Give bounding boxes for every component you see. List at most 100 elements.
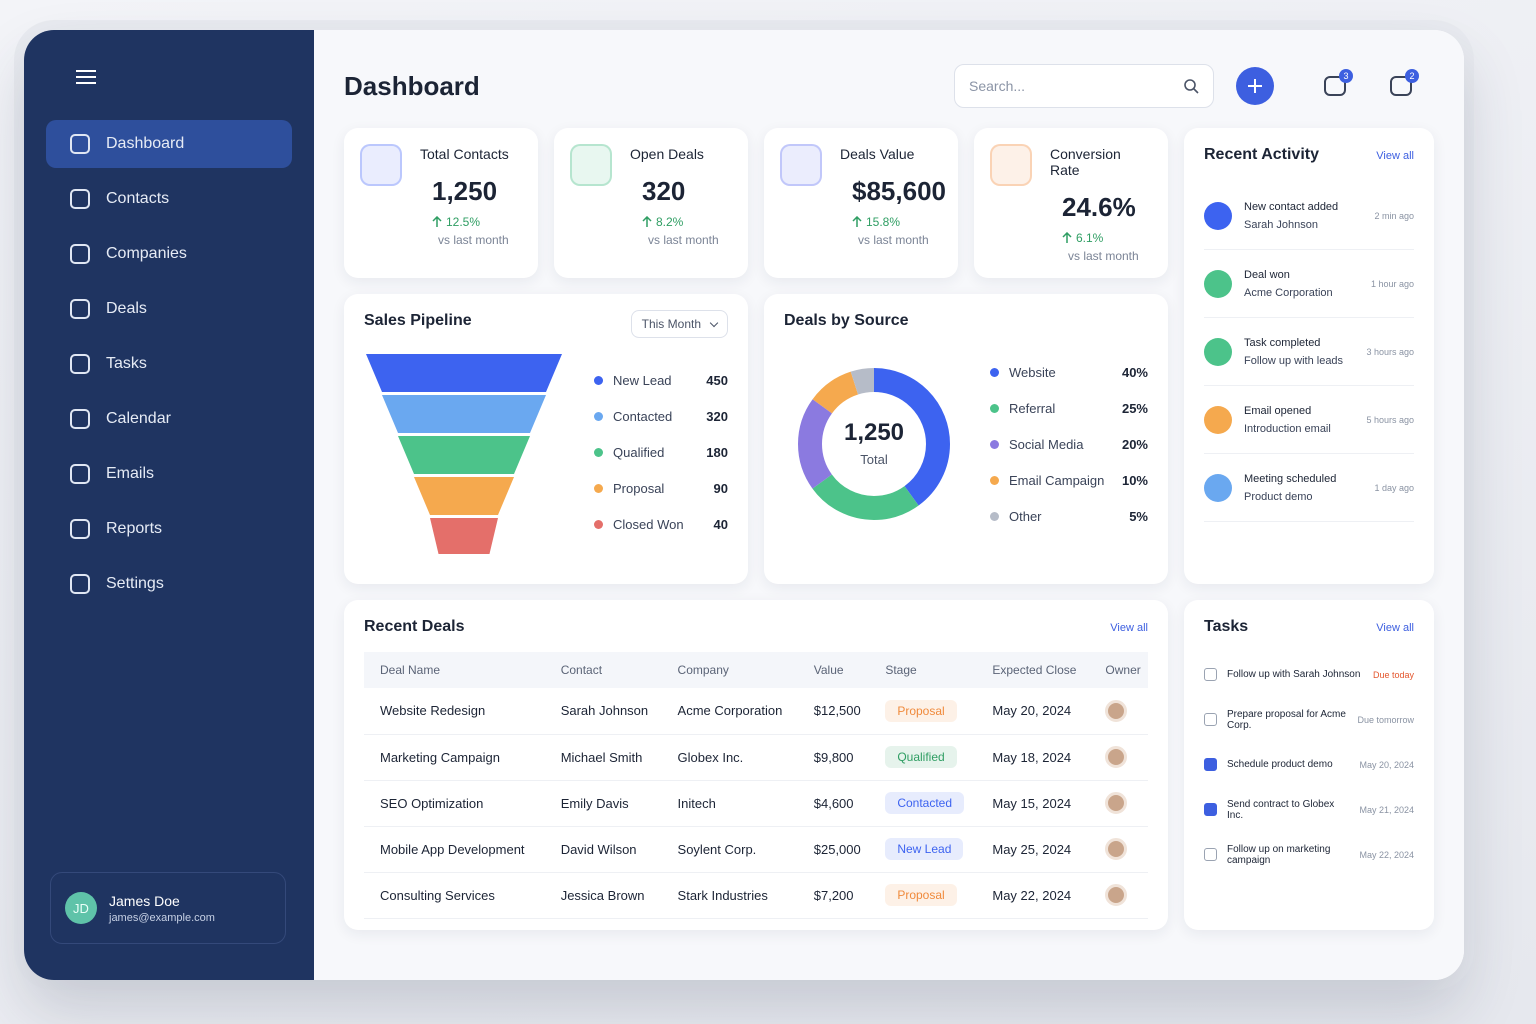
arrow <box>1062 232 1072 243</box>
nav-item[interactable]: Calendar <box>46 395 292 443</box>
change-value: 15.8% <box>866 215 901 229</box>
deal-name: SEO Optimization <box>364 780 545 827</box>
deal-row[interactable]: Website Redesign Sarah Johnson Acme Corpor… <box>364 688 1148 735</box>
nav-item[interactable]: Reports <box>46 505 292 553</box>
search-box[interactable]: Search... <box>954 64 1214 108</box>
nav-label: Calendar <box>106 410 171 427</box>
stage-pill: Qualified <box>885 746 957 768</box>
legend-row: Email Campaign 10% <box>990 462 1148 498</box>
activity-title: Deal won <box>1244 268 1290 281</box>
arrow <box>852 216 862 227</box>
task-checkbox[interactable] <box>1204 713 1217 726</box>
nav-label: Settings <box>106 575 164 592</box>
stat-icon <box>360 144 402 186</box>
activity-icon <box>1204 337 1232 366</box>
stat-title: Conversion Rate <box>1050 146 1121 178</box>
donut-segment <box>798 368 950 520</box>
deal-row[interactable]: Consulting Services Jessica Brown Stark In… <box>364 872 1148 919</box>
funnel <box>366 354 562 554</box>
content-grid: Total Contacts 1,250 12.5% vs last month Ope… <box>344 128 1434 930</box>
nav-item[interactable]: Settings <box>46 560 292 608</box>
stat-icon <box>990 144 1032 186</box>
column-header: Deal Name <box>364 652 545 688</box>
column-header: Value <box>797 652 870 688</box>
activity-detail: Sarah Johnson <box>1244 218 1318 231</box>
legend-dot <box>594 411 603 421</box>
activity-icon <box>1204 269 1232 298</box>
deal-row[interactable]: SEO Optimization Emily Davis Initech $4,600… <box>364 780 1148 827</box>
nav-icon <box>70 134 90 154</box>
deal-company: Stark Industries <box>661 872 798 919</box>
stat-change: 12.5% <box>432 215 518 229</box>
nav-item[interactable]: Deals <box>46 285 292 333</box>
badge: 2 <box>1405 69 1419 83</box>
task-checkbox[interactable] <box>1204 803 1217 816</box>
nav-item[interactable]: Tasks <box>46 340 292 388</box>
page-title: Dashboard <box>344 70 480 101</box>
user-card[interactable]: JD James Doe james@example.com <box>50 872 286 944</box>
task-due: Due tomorrow <box>1357 714 1414 725</box>
user-avatar: JD <box>65 892 97 924</box>
period-filter[interactable]: This Month <box>630 310 728 338</box>
funnel-segment <box>430 518 498 554</box>
stat-title: Deals Value <box>840 146 915 162</box>
menu-button[interactable] <box>76 70 96 84</box>
legend-row: Referral 25% <box>990 390 1148 426</box>
stage-count: 180 <box>706 444 728 460</box>
stat-card: Conversion Rate 24.6% 6.1% vs last month <box>974 128 1168 278</box>
view-all[interactable]: View all <box>1376 150 1414 162</box>
deal-close: May 18, 2024 <box>976 734 1090 781</box>
nav-item[interactable]: Emails <box>46 450 292 498</box>
stage-count: 450 <box>706 372 728 388</box>
activity-text: New contact added Sarah Johnson <box>1244 201 1362 231</box>
deal-row[interactable]: Marketing Campaign Michael Smith Globex In… <box>364 734 1148 781</box>
badge: 3 <box>1339 69 1353 83</box>
task-checkbox[interactable] <box>1204 758 1217 771</box>
nav-item[interactable]: Dashboard <box>46 120 292 168</box>
view-all[interactable]: View all <box>1376 622 1414 634</box>
donut-total-label: Total <box>860 452 888 467</box>
arrow <box>642 216 652 227</box>
deal-row[interactable]: Mobile App Development David Wilson Soylen… <box>364 826 1148 873</box>
task-item: Schedule product demo May 20, 2024 <box>1204 742 1414 787</box>
pipeline-body: New Lead 450 Contacted 320 Qualified 180 Propo… <box>364 354 728 554</box>
nav-item[interactable]: Companies <box>46 230 292 278</box>
stage-pill: Proposal <box>885 884 957 906</box>
nav-icon <box>70 189 90 209</box>
task-item: Follow up with Sarah Johnson Due today <box>1204 652 1414 697</box>
deal-name: Website Redesign <box>364 688 545 735</box>
donut-chart: 1,250 Total <box>798 368 950 520</box>
deal-value: $9,800 <box>797 734 870 781</box>
task-checkbox[interactable] <box>1204 668 1217 681</box>
deal-name: Mobile App Development <box>364 826 545 873</box>
source-legend: Website 40% Referral 25% Social Media 20% Emai… <box>990 354 1148 534</box>
up-arrow <box>642 216 652 227</box>
sidebar: Dashboard Contacts Companies Deals Tasks Cale… <box>24 30 314 980</box>
legend-dot <box>990 367 999 377</box>
view-all[interactable]: View all <box>1110 622 1148 634</box>
owner-avatar <box>1105 838 1128 860</box>
stat-value: 24.6% <box>1062 192 1136 222</box>
deal-close: May 15, 2024 <box>976 780 1090 827</box>
notifications-button[interactable]: 3 <box>1324 69 1353 96</box>
legend-row: Qualified 180 <box>594 434 728 470</box>
legend-dot <box>594 447 603 457</box>
stage-name: Contacted <box>613 408 673 424</box>
owner-avatar <box>1105 792 1128 814</box>
up-arrow <box>852 216 862 227</box>
column-header: Contact <box>544 652 662 688</box>
owner-avatar <box>1105 699 1128 722</box>
main: Dashboard Search... 3 2 Total Contacts 1,… <box>314 30 1464 980</box>
funnel-segment <box>398 436 530 474</box>
card-title: Sales Pipeline <box>364 312 472 329</box>
donut-total: 1,250 <box>844 419 904 446</box>
nav-icon <box>70 464 90 484</box>
add-button[interactable] <box>1236 67 1274 105</box>
nav-item[interactable]: Contacts <box>46 175 292 223</box>
task-checkbox[interactable] <box>1204 848 1217 861</box>
search-icon <box>1184 79 1199 94</box>
messages-button[interactable]: 2 <box>1390 69 1419 96</box>
funnel-segment <box>382 395 546 433</box>
nav-label: Reports <box>106 520 163 537</box>
deal-value: $12,500 <box>797 688 870 735</box>
